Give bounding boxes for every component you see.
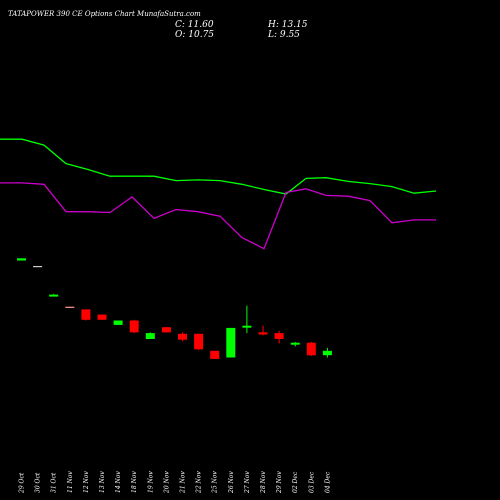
- candle: [322, 347, 332, 358]
- candle-body: [258, 332, 268, 335]
- x-tick-label: 04 Dec: [324, 471, 331, 493]
- candle: [161, 327, 171, 333]
- x-tick-label: 28 Nov: [260, 471, 267, 494]
- candle: [65, 306, 75, 308]
- candle-body: [81, 309, 91, 320]
- open-value: O: 10.75: [175, 30, 214, 40]
- candle-body: [290, 342, 300, 345]
- x-tick-label: 29 Oct: [19, 472, 26, 494]
- x-tick-label: 21 Nov: [180, 471, 187, 494]
- high-value: H: 13.15: [267, 20, 308, 30]
- x-tick-label: 25 Nov: [212, 471, 219, 494]
- candle-body: [33, 266, 43, 268]
- candle: [113, 320, 123, 325]
- candle: [178, 332, 187, 342]
- x-tick-label: 26 Nov: [228, 471, 235, 494]
- candle-body: [210, 350, 220, 359]
- candle-body: [306, 342, 316, 356]
- candle-body: [113, 320, 123, 325]
- candle: [17, 258, 26, 261]
- x-tick-label: 02 Dec: [292, 471, 299, 493]
- candle: [306, 341, 316, 357]
- indicator-line-2: [0, 182, 436, 250]
- candle: [274, 330, 284, 344]
- candle: [33, 266, 43, 268]
- candle: [226, 327, 236, 358]
- candle-body: [322, 350, 332, 356]
- x-tick-label: 14 Nov: [115, 471, 122, 493]
- candle-body: [129, 320, 139, 333]
- candle: [145, 332, 155, 339]
- candle-body: [17, 258, 26, 261]
- x-tick-label: 18 Nov: [131, 471, 138, 493]
- indicator-lines: [0, 138, 437, 250]
- chart-title: TATAPOWER 390 CE Options Chart MunafaSut…: [8, 10, 201, 18]
- candle: [97, 314, 107, 320]
- candle-body: [65, 306, 75, 308]
- candle: [49, 293, 59, 297]
- candle: [194, 333, 204, 351]
- candle-body: [242, 325, 252, 328]
- x-axis-labels: 29 Oct 30 Oct 31 Oct 11 Nov 12 Nov 13 Nov 14 N…: [19, 471, 332, 494]
- candle: [210, 350, 220, 359]
- candles: [17, 258, 332, 359]
- candle: [129, 319, 139, 334]
- candle-body: [49, 294, 59, 297]
- x-tick-label: 20 Nov: [163, 471, 170, 494]
- x-tick-label: 03 Dec: [308, 471, 315, 493]
- candle-body: [97, 314, 107, 320]
- x-tick-label: 30 Oct: [35, 472, 42, 493]
- indicator-line-1: [0, 138, 437, 195]
- x-tick-label: 22 Nov: [196, 471, 203, 494]
- candle: [258, 325, 268, 336]
- candle-body: [226, 327, 236, 358]
- candle: [290, 341, 300, 347]
- candle: [242, 305, 252, 334]
- x-tick-label: 29 Nov: [276, 471, 283, 494]
- candle-body: [274, 333, 284, 339]
- candle-body: [178, 333, 187, 340]
- candle-body: [161, 327, 171, 333]
- candle-body: [145, 333, 155, 339]
- low-value: L: 9.55: [267, 30, 300, 40]
- x-tick-label: 11 Nov: [67, 471, 74, 493]
- x-tick-label: 12 Nov: [83, 471, 90, 493]
- candle-body: [194, 333, 204, 350]
- x-tick-label: 19 Nov: [147, 471, 154, 493]
- x-tick-label: 27 Nov: [244, 471, 251, 494]
- x-tick-label: 31 Oct: [51, 472, 58, 493]
- close-value: C: 11.60: [175, 20, 214, 30]
- x-tick-label: 13 Nov: [99, 471, 106, 493]
- candle: [81, 309, 91, 321]
